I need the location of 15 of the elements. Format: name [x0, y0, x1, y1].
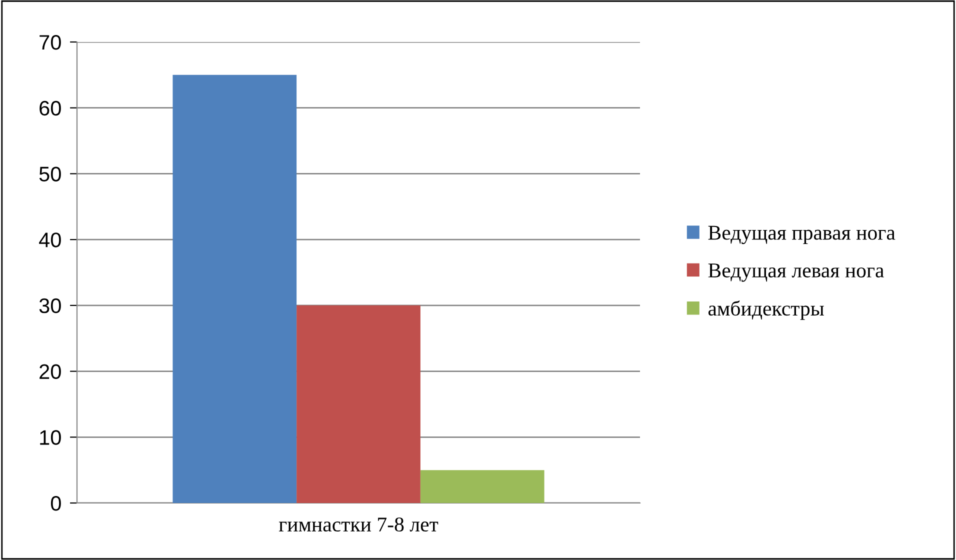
y-tick-label: 0 [50, 496, 61, 511]
y-tick-label: 20 [40, 364, 61, 380]
y-tick-label: 10 [40, 430, 61, 445]
bar [420, 470, 544, 503]
bar [172, 74, 297, 503]
y-tick-label: 60 [40, 100, 61, 116]
bar [296, 305, 420, 503]
x-tick-label: гимнастки 7-8 лет [278, 517, 438, 532]
legend-label: Ведущая правая нога [708, 226, 896, 244]
y-tick-label: 30 [39, 298, 61, 314]
y-tick-label: 70 [40, 35, 61, 50]
y-tick-label: 50 [39, 166, 61, 182]
y-tick-label: 40 [39, 232, 61, 248]
legend-label: Ведущая левая нога [708, 264, 884, 282]
legend-label: амбидекстры [708, 300, 824, 320]
